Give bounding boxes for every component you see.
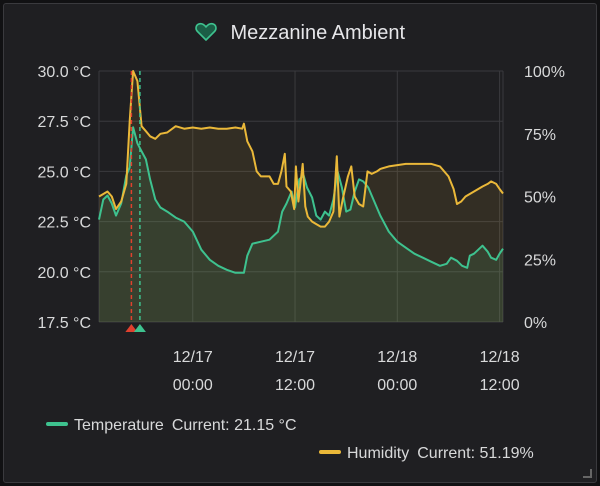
y2-tick-label: 25% [524,252,556,269]
legend-humidity-current: Current: 51.19% [417,445,534,462]
chart-lines [98,70,504,274]
series-area-humidity [99,71,503,322]
heart-icon [195,22,217,41]
y2-tick-label: 0% [524,315,547,332]
y2-tick-label: 50% [524,190,556,207]
x-tick-label: 12/17 [173,349,213,366]
x-tick-label: 12:00 [275,377,315,394]
y-tick-label: 27.5 °C [37,114,91,131]
x-tick-label: 12/18 [480,349,520,366]
annotation-marker-red [125,324,138,332]
y-tick-label: 17.5 °C [37,315,91,332]
legend-item-temperature[interactable]: Temperature Current: 21.15 °C [46,417,297,435]
series-line-humidity [98,70,504,228]
y-tick-label: 20.0 °C [37,265,91,282]
x-tick-label: 12/17 [275,349,315,366]
series-line-temperature [98,126,504,274]
chart-areas [99,71,503,322]
panel-title-row[interactable]: Mezzanine Ambient [4,22,596,45]
x-tick-label: 12/18 [377,349,417,366]
y-tick-label: 25.0 °C [37,164,91,181]
line-chart[interactable]: 17.5 °C 20.0 °C 22.5 °C 25.0 °C 27.5 °C 30.0 … [4,4,598,404]
series-area-temperature [99,127,503,322]
chart-annotations [125,71,146,332]
x-axis: 12/17 00:00 12/17 12:00 12/18 00:00 12/18 12:00 [173,349,520,394]
y2-tick-label: 100% [524,64,565,81]
x-tick-label: 00:00 [377,377,417,394]
right-axis: 0% 25% 50% 75% 100% [524,64,565,332]
x-tick-label: 00:00 [173,377,213,394]
panel-resize-handle[interactable] [583,469,592,478]
y-tick-label: 30.0 °C [37,64,91,81]
panel-title: Mezzanine Ambient [230,22,406,44]
legend-item-humidity[interactable]: Humidity Current: 51.19% [319,445,534,463]
y2-tick-label: 75% [524,127,556,144]
annotation-marker-green [133,324,146,332]
x-tick-label: 12:00 [480,377,520,394]
legend-temperature-name: Temperature [74,417,164,434]
temperature-swatch [46,422,68,426]
legend-humidity-name: Humidity [347,445,410,462]
humidity-swatch [319,450,341,454]
y-tick-label: 22.5 °C [37,215,91,232]
left-axis: 17.5 °C 20.0 °C 22.5 °C 25.0 °C 27.5 °C 30.0 … [37,64,91,332]
legend-temperature-current: Current: 21.15 °C [171,417,297,434]
panel: Mezzanine Ambient 17.5 °C 20.0 °C 22.5 °C 2… [3,3,597,483]
